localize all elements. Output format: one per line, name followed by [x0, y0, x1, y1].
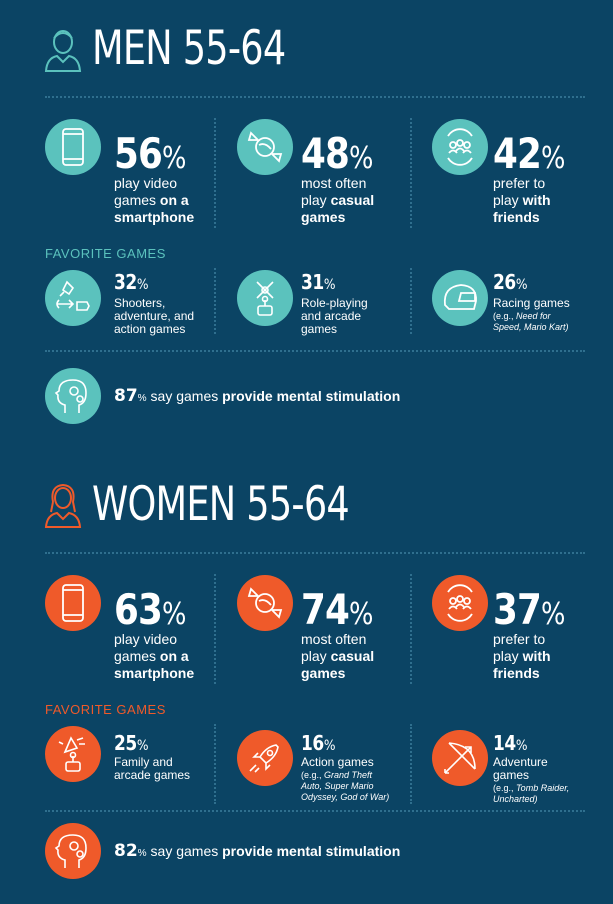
men-stat-2-desc: most often play casual games — [301, 175, 375, 225]
rocket-icon — [237, 730, 293, 786]
women-stimulation: 82% say games provide mental stimulation — [114, 841, 401, 861]
women-stat-2-value: 74% — [301, 585, 373, 634]
divider — [214, 574, 216, 684]
men-stat-3-value: 42% — [493, 129, 565, 178]
men-stimulation: 87% say games provide mental stimulation — [114, 386, 401, 406]
men-stat-3-desc: prefer to play with friends — [493, 175, 551, 225]
friends-icon — [432, 575, 488, 631]
joystick-icon — [237, 270, 293, 326]
man-icon — [44, 26, 82, 72]
divider — [214, 118, 216, 228]
women-stat-2-desc: most often play casual games — [301, 631, 375, 681]
men-favorite-label: FAVORITE GAMES — [45, 246, 166, 261]
men-stat-1-value: 56% — [114, 129, 186, 178]
men-stat-2-value: 48% — [301, 129, 373, 178]
women-fav-2-examples: (e.g., Grand Theft Auto, Super Mario Ody… — [301, 770, 390, 802]
men-fav-1-desc: Shooters, adventure, and action games — [114, 296, 195, 336]
women-fav-2-desc: Action games — [301, 755, 374, 769]
friends-icon — [432, 119, 488, 175]
rocket-bow-icon — [45, 270, 101, 326]
women-fav-2-value: 16% — [301, 731, 336, 755]
divider — [45, 810, 585, 812]
brain-gear-icon — [45, 823, 101, 879]
men-fav-3-desc: Racing games — [493, 296, 570, 310]
divider — [45, 96, 585, 98]
women-favorite-label: FAVORITE GAMES — [45, 702, 166, 717]
women-fav-3-desc: Adventure games — [493, 755, 548, 782]
women-fav-1-desc: Family and arcade games — [114, 755, 191, 782]
women-fav-3-value: 14% — [493, 731, 528, 755]
smartphone-icon — [45, 119, 101, 175]
divider — [410, 574, 412, 684]
men-stat-1-desc: play video games on a smartphone — [114, 175, 195, 225]
divider — [45, 350, 585, 352]
women-stat-1-desc: play video games on a smartphone — [114, 631, 195, 681]
men-fav-2-desc: Role-playing and arcade games — [301, 296, 368, 336]
women-stat-3-value: 37% — [493, 585, 565, 634]
party-joystick-icon — [45, 726, 101, 782]
men-fav-3-examples: (e.g., Need for Speed, Mario Kart) — [493, 311, 569, 332]
women-fav-1-value: 25% — [114, 731, 149, 755]
women-stat-1-value: 63% — [114, 585, 186, 634]
candy-icon — [237, 119, 293, 175]
divider — [45, 552, 585, 554]
candy-icon — [237, 575, 293, 631]
divider — [410, 724, 412, 804]
helmet-icon — [432, 270, 488, 326]
woman-icon — [44, 482, 82, 528]
brain-gear-icon — [45, 368, 101, 424]
men-fav-1-value: 32% — [114, 270, 149, 294]
women-stat-3-desc: prefer to play with friends — [493, 631, 551, 681]
men-title: MEN 55-64 — [92, 21, 286, 76]
divider — [214, 724, 216, 804]
men-fav-3-value: 26% — [493, 270, 528, 294]
women-title: WOMEN 55-64 — [92, 477, 350, 532]
divider — [214, 268, 216, 334]
bow-arrow-icon — [432, 730, 488, 786]
men-fav-2-value: 31% — [301, 270, 336, 294]
divider — [410, 118, 412, 228]
smartphone-icon — [45, 575, 101, 631]
women-fav-3-examples: (e.g., Tomb Raider, Uncharted) — [493, 783, 570, 804]
divider — [410, 268, 412, 334]
